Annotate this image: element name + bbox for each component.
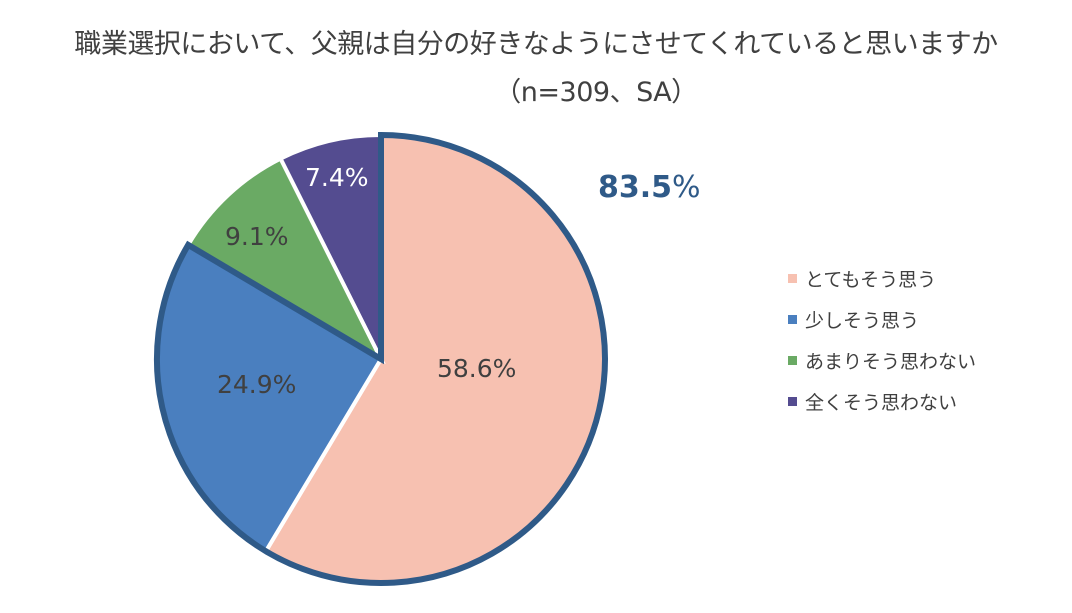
slice-amari bbox=[185, 155, 386, 365]
legend-label: 少しそう思う bbox=[805, 310, 920, 332]
slice-label-totemo: 58.6% bbox=[437, 354, 517, 383]
legend-item-sukoshi: 少しそう思う bbox=[788, 299, 976, 340]
callout-unit: % bbox=[672, 170, 701, 205]
chart-title: 職業選択において、父親は自分の好きなようにさせてくれていると思いますか bbox=[74, 29, 998, 60]
slice-label-amari: 9.1% bbox=[225, 222, 289, 251]
slice-label-mattaku: 7.4% bbox=[305, 163, 369, 192]
legend-item-totemo: とてもそう思う bbox=[788, 258, 976, 299]
legend-swatch-icon bbox=[788, 315, 797, 324]
legend-swatch-icon bbox=[788, 274, 797, 283]
callout-value: 83.5 bbox=[598, 170, 673, 205]
legend-swatch-icon bbox=[788, 356, 797, 365]
slice-label-sukoshi: 24.9% bbox=[217, 370, 297, 399]
legend-item-amari: あまりそう思わない bbox=[788, 340, 976, 381]
legend: とてもそう思う 少しそう思う あまりそう思わない 全くそう思わない bbox=[788, 258, 976, 422]
combined-outline bbox=[153, 131, 608, 586]
legend-item-mattaku: 全くそう思わない bbox=[788, 381, 976, 422]
legend-swatch-icon bbox=[788, 397, 797, 406]
legend-label: あまりそう思わない bbox=[805, 351, 977, 373]
chart-subtitle: （n=309、SA） bbox=[494, 77, 698, 108]
legend-label: 全くそう思わない bbox=[805, 392, 958, 414]
combined-callout: 83.5% bbox=[598, 170, 701, 205]
legend-label: とてもそう思う bbox=[805, 269, 937, 291]
